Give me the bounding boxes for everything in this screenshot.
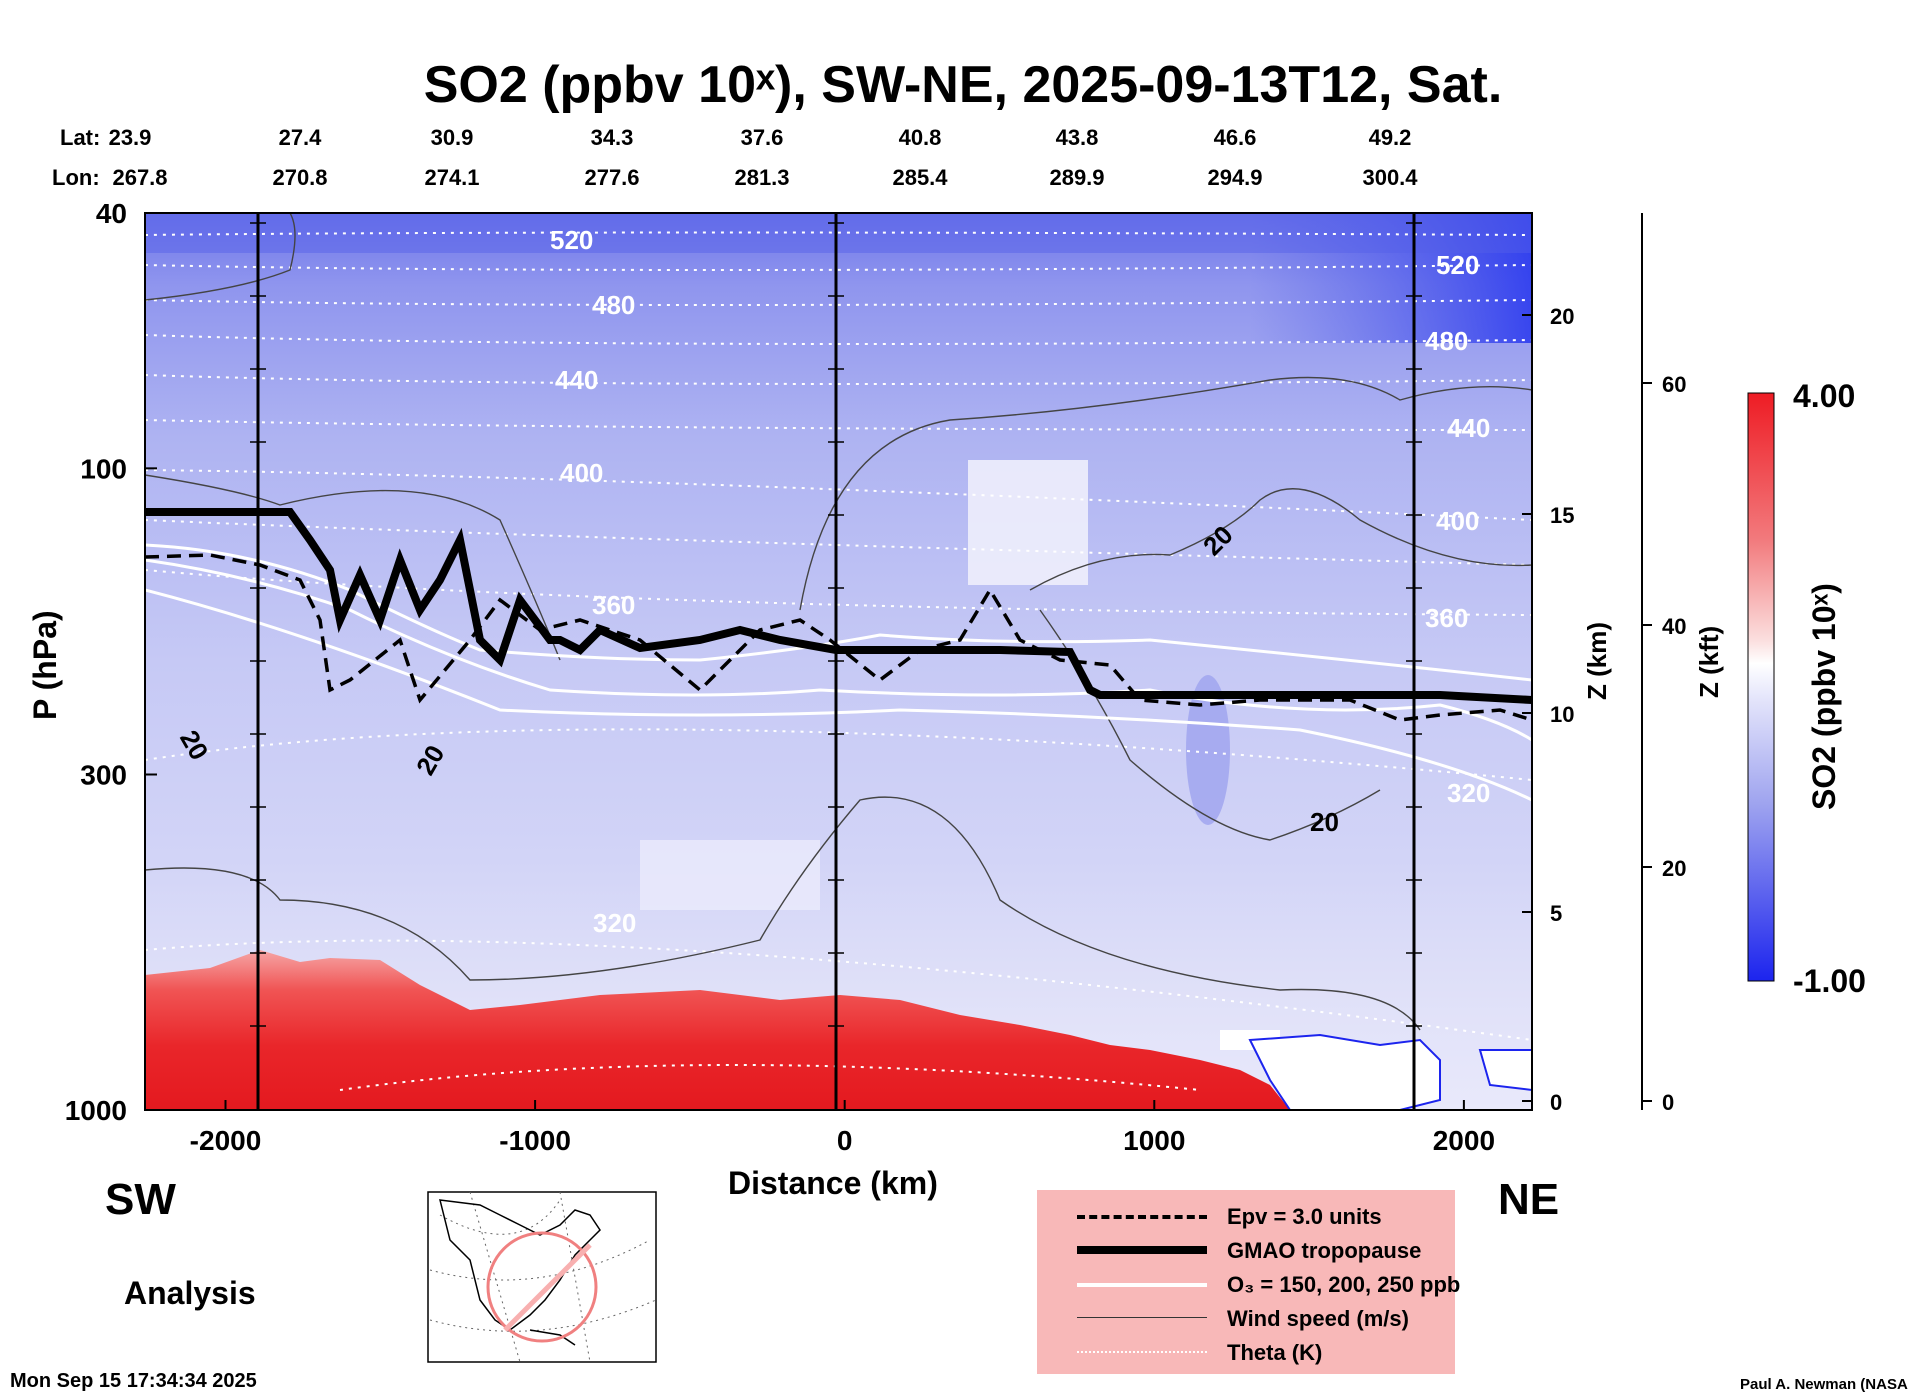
lat-value: 23.9: [108, 125, 152, 150]
z-km-axis-title: Z (km): [1582, 622, 1612, 700]
legend-label-tropopause: GMAO tropopause: [1227, 1238, 1422, 1263]
legend-swatch-theta: [1077, 1351, 1207, 1353]
theta-label-440-right: 440: [1447, 413, 1491, 443]
wind-label-4: 20: [1310, 807, 1339, 837]
analysis-label: Analysis: [124, 1275, 256, 1311]
lat-value: 34.3: [590, 125, 634, 150]
z-km-axis-ticks: 20 15 10 5 0: [1522, 304, 1574, 1115]
x-tick-label: 1000: [1123, 1125, 1185, 1156]
tropopause-line: [145, 508, 1532, 704]
legend-label-o3: O₃ = 150, 200, 250 ppb: [1227, 1272, 1461, 1297]
theta-label-320: 320: [593, 908, 637, 938]
legend-item-theta: Theta (K): [1037, 1334, 1455, 1368]
y-tick-label: 1000: [65, 1095, 127, 1126]
theta-label-320-right: 320: [1447, 778, 1491, 808]
z-kft-axis-title: Z (kft): [1694, 625, 1724, 698]
sw-label: SW: [105, 1175, 176, 1224]
lon-value: 277.6: [584, 165, 640, 190]
lat-value: 43.8: [1055, 125, 1099, 150]
x-tick-label: -2000: [190, 1125, 262, 1156]
y-axis-title: P (hPa): [27, 610, 63, 720]
x-tick-label: 0: [837, 1125, 853, 1156]
z-km-tick-label: 0: [1550, 1090, 1562, 1115]
x-tick-label: 2000: [1433, 1125, 1495, 1156]
x-axis-title: Distance (km): [728, 1165, 938, 1201]
y-axis-ticks: 40 100 300 1000: [65, 198, 1422, 1126]
z-kft-axis-ticks: 60 40 20 0: [1642, 372, 1686, 1115]
colorbar-min-label: -1.00: [1793, 963, 1866, 999]
x-tick-label: -1000: [499, 1125, 571, 1156]
legend-swatch-tropopause: [1077, 1246, 1207, 1254]
inset-map: [427, 1191, 657, 1363]
theta-label-440: 440: [555, 365, 599, 395]
legend-label-epv: Epv = 3.0 units: [1227, 1204, 1382, 1229]
lon-value: 274.1: [424, 165, 480, 190]
legend-label-wind: Wind speed (m/s): [1227, 1306, 1409, 1331]
legend-label-theta: Theta (K): [1227, 1340, 1323, 1365]
lon-value: 300.4: [1362, 165, 1418, 190]
legend-swatch-o3: [1077, 1283, 1207, 1287]
lon-row-label: Lon:: [52, 165, 100, 190]
theta-label-520: 520: [550, 225, 594, 255]
legend-item-epv: Epv = 3.0 units: [1037, 1198, 1455, 1232]
lon-value: 289.9: [1049, 165, 1105, 190]
plot-frame: [144, 212, 1533, 1111]
lon-value: 285.4: [892, 165, 948, 190]
epv-contour: [145, 553, 1532, 722]
lat-value: 46.6: [1213, 125, 1257, 150]
legend-swatch-epv: [1077, 1215, 1207, 1219]
legend-item-tropopause: GMAO tropopause: [1037, 1232, 1455, 1266]
y-tick-label: 40: [96, 198, 127, 229]
z-kft-tick-label: 40: [1662, 614, 1686, 639]
z-km-tick-label: 15: [1550, 503, 1574, 528]
lat-value: 40.8: [898, 125, 942, 150]
lat-value: 30.9: [430, 125, 474, 150]
colorbar-title: SO2 (ppbv 10ˣ): [1806, 583, 1842, 810]
lon-value: 267.8: [112, 165, 168, 190]
chart-title: SO2 (ppbv 10ˣ), SW-NE, 2025-09-13T12, Sa…: [423, 56, 1503, 114]
lat-value: 49.2: [1368, 125, 1412, 150]
y-tick-label: 100: [80, 453, 127, 484]
credit: Paul A. Newman (NASA: [1740, 1376, 1908, 1393]
wind-contours: [145, 213, 1532, 1031]
theta-contours: [145, 231, 1532, 1091]
theta-label-360: 360: [592, 590, 636, 620]
z-km-tick-label: 5: [1550, 901, 1562, 926]
lon-value: 294.9: [1207, 165, 1263, 190]
theta-label-400-right: 400: [1436, 506, 1480, 536]
theta-label-480: 480: [592, 290, 636, 320]
legend-swatch-wind: [1077, 1317, 1207, 1318]
ne-label: NE: [1498, 1175, 1560, 1224]
z-km-tick-label: 10: [1550, 702, 1574, 727]
legend-item-wind: Wind speed (m/s): [1037, 1300, 1455, 1334]
theta-label-480-right: 480: [1425, 326, 1469, 356]
z-kft-tick-label: 0: [1662, 1090, 1674, 1115]
y-tick-label: 300: [80, 759, 127, 790]
theta-label-360-right: 360: [1425, 603, 1469, 633]
lon-value: 270.8: [272, 165, 328, 190]
lat-value: 37.6: [740, 125, 784, 150]
theta-label-520-right: 520: [1436, 250, 1480, 280]
lat-row-label: Lat:: [60, 125, 101, 150]
legend: Epv = 3.0 units GMAO tropopause O₃ = 150…: [1037, 1190, 1460, 1374]
lat-value: 27.4: [278, 125, 322, 150]
z-kft-tick-label: 20: [1662, 856, 1686, 881]
z-km-tick-label: 20: [1550, 304, 1574, 329]
lon-value: 281.3: [734, 165, 790, 190]
colorbar: [1747, 392, 1775, 982]
timestamp: Mon Sep 15 17:34:34 2025: [10, 1370, 257, 1392]
legend-item-o3: O₃ = 150, 200, 250 ppb: [1037, 1266, 1460, 1300]
x-axis-ticks: -2000 -1000 0 1000 2000: [190, 1100, 1495, 1156]
colorbar-max-label: 4.00: [1793, 378, 1856, 414]
z-kft-tick-label: 60: [1662, 372, 1686, 397]
theta-label-400: 400: [560, 458, 604, 488]
